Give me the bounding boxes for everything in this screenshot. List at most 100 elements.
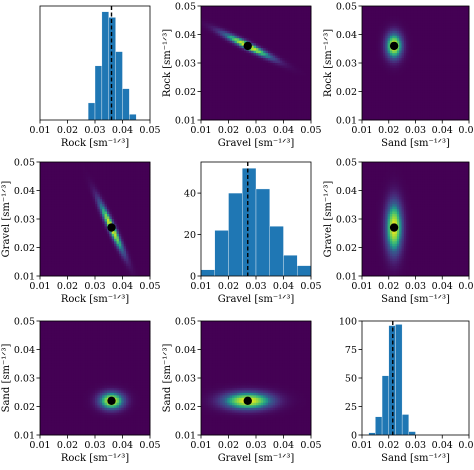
heatmap-cell [459, 95, 463, 99]
heatmap-cell [232, 70, 235, 74]
heatmap-cell [56, 174, 60, 178]
heatmap-cell [445, 10, 449, 14]
heatmap-cell [63, 256, 67, 260]
heatmap-cell [450, 77, 454, 81]
heatmap-cell [424, 85, 428, 89]
heatmap-cell [375, 50, 379, 54]
heatmap-cell [373, 30, 377, 34]
heatmap-cell [445, 75, 449, 79]
heatmap-cell [408, 25, 412, 29]
heatmap-cell [232, 8, 235, 12]
heatmap-cell [246, 33, 250, 37]
heatmap-cell [258, 70, 262, 74]
heatmap-cell [436, 115, 440, 118]
heatmap-cell [306, 55, 310, 59]
heatmap-cell [239, 95, 243, 99]
heatmap-cell [49, 204, 53, 208]
heatmap-cell [208, 100, 211, 104]
heatmap-cell [270, 100, 274, 104]
heatmap-cell [375, 43, 379, 47]
heatmap-cell [457, 115, 461, 118]
heatmap-cell [417, 6, 421, 9]
heatmap-cell [272, 112, 276, 116]
heatmap-cell [403, 85, 407, 89]
heatmap-cell [431, 45, 435, 49]
heatmap-cell [289, 63, 293, 66]
heatmap-cell [396, 48, 400, 52]
heatmap-cell [364, 30, 368, 34]
heatmap-cell [239, 38, 243, 42]
heatmap-cell [203, 40, 207, 44]
heatmap-cell [457, 10, 461, 14]
heatmap-cell [308, 40, 312, 44]
heatmap-cell [203, 117, 207, 121]
heatmap-cell [71, 221, 74, 225]
heatmap-cell [438, 58, 442, 61]
heatmap-cell [267, 53, 271, 56]
heatmap-cell [382, 65, 386, 69]
heatmap-cell [63, 184, 67, 188]
heatmap-cell [457, 82, 461, 86]
heatmap-cell [403, 55, 407, 59]
heatmap-cell [303, 8, 307, 12]
heatmap-cell [246, 38, 250, 42]
heatmap-cell [459, 30, 463, 34]
heatmap-cell [282, 58, 286, 61]
heatmap-cell [227, 35, 231, 39]
heatmap-cell [427, 43, 430, 47]
heatmap-cell [224, 107, 228, 111]
heatmap-cell [415, 92, 419, 96]
heatmap-cell [406, 67, 409, 71]
heatmap-cell [71, 263, 74, 267]
heatmap-cell [396, 13, 400, 17]
heatmap-cell [61, 201, 65, 205]
heatmap-cell [410, 107, 414, 111]
heatmap-cell [244, 33, 247, 37]
heatmap-cell [61, 171, 65, 175]
heatmap-cell [236, 6, 240, 9]
heatmap-cell [401, 112, 405, 116]
heatmap-cell [282, 85, 286, 89]
heatmap-cell [413, 15, 416, 19]
heatmap-cell [420, 110, 423, 113]
heatmap-cell [279, 45, 283, 49]
heatmap-cell [59, 256, 62, 260]
heatmap-cell [246, 58, 250, 61]
heatmap-cell [445, 112, 449, 116]
heatmap-cell [227, 33, 231, 37]
heatmap-cell [239, 60, 243, 64]
heatmap-cell [408, 45, 412, 49]
heatmap-cell [270, 50, 274, 54]
heatmap-cell [424, 38, 428, 42]
heatmap-cell [236, 92, 240, 96]
heatmap-cell [256, 115, 259, 118]
heatmap-cell [299, 105, 302, 109]
heatmap-cell [260, 30, 264, 34]
heatmap-cell [263, 77, 266, 81]
heatmap-cell [239, 13, 243, 17]
heatmap-cell [415, 80, 419, 84]
heatmap-cell [241, 115, 245, 118]
heatmap-cell [40, 164, 43, 168]
heatmap-cell [260, 77, 264, 81]
heatmap-cell [462, 72, 465, 76]
heatmap-cell [389, 10, 393, 14]
heatmap-cell [450, 82, 454, 86]
heatmap-cell [236, 80, 240, 84]
heatmap-cell [396, 110, 400, 113]
heatmap-cell [234, 48, 238, 52]
heatmap-cell [306, 60, 310, 64]
heatmap-cell [436, 6, 440, 9]
heatmap-cell [452, 110, 456, 113]
heatmap-cell [208, 60, 211, 64]
heatmap-cell [296, 38, 300, 42]
heatmap-cell [248, 110, 252, 113]
heatmap-cell [222, 13, 226, 17]
heatmap-cell [366, 90, 370, 94]
heatmap-cell [459, 115, 463, 118]
heatmap-cell [394, 65, 398, 69]
heatmap-cell [399, 90, 402, 94]
heatmap-cell [253, 95, 257, 99]
heatmap-cell [385, 20, 388, 24]
heatmap-cell [378, 115, 382, 118]
